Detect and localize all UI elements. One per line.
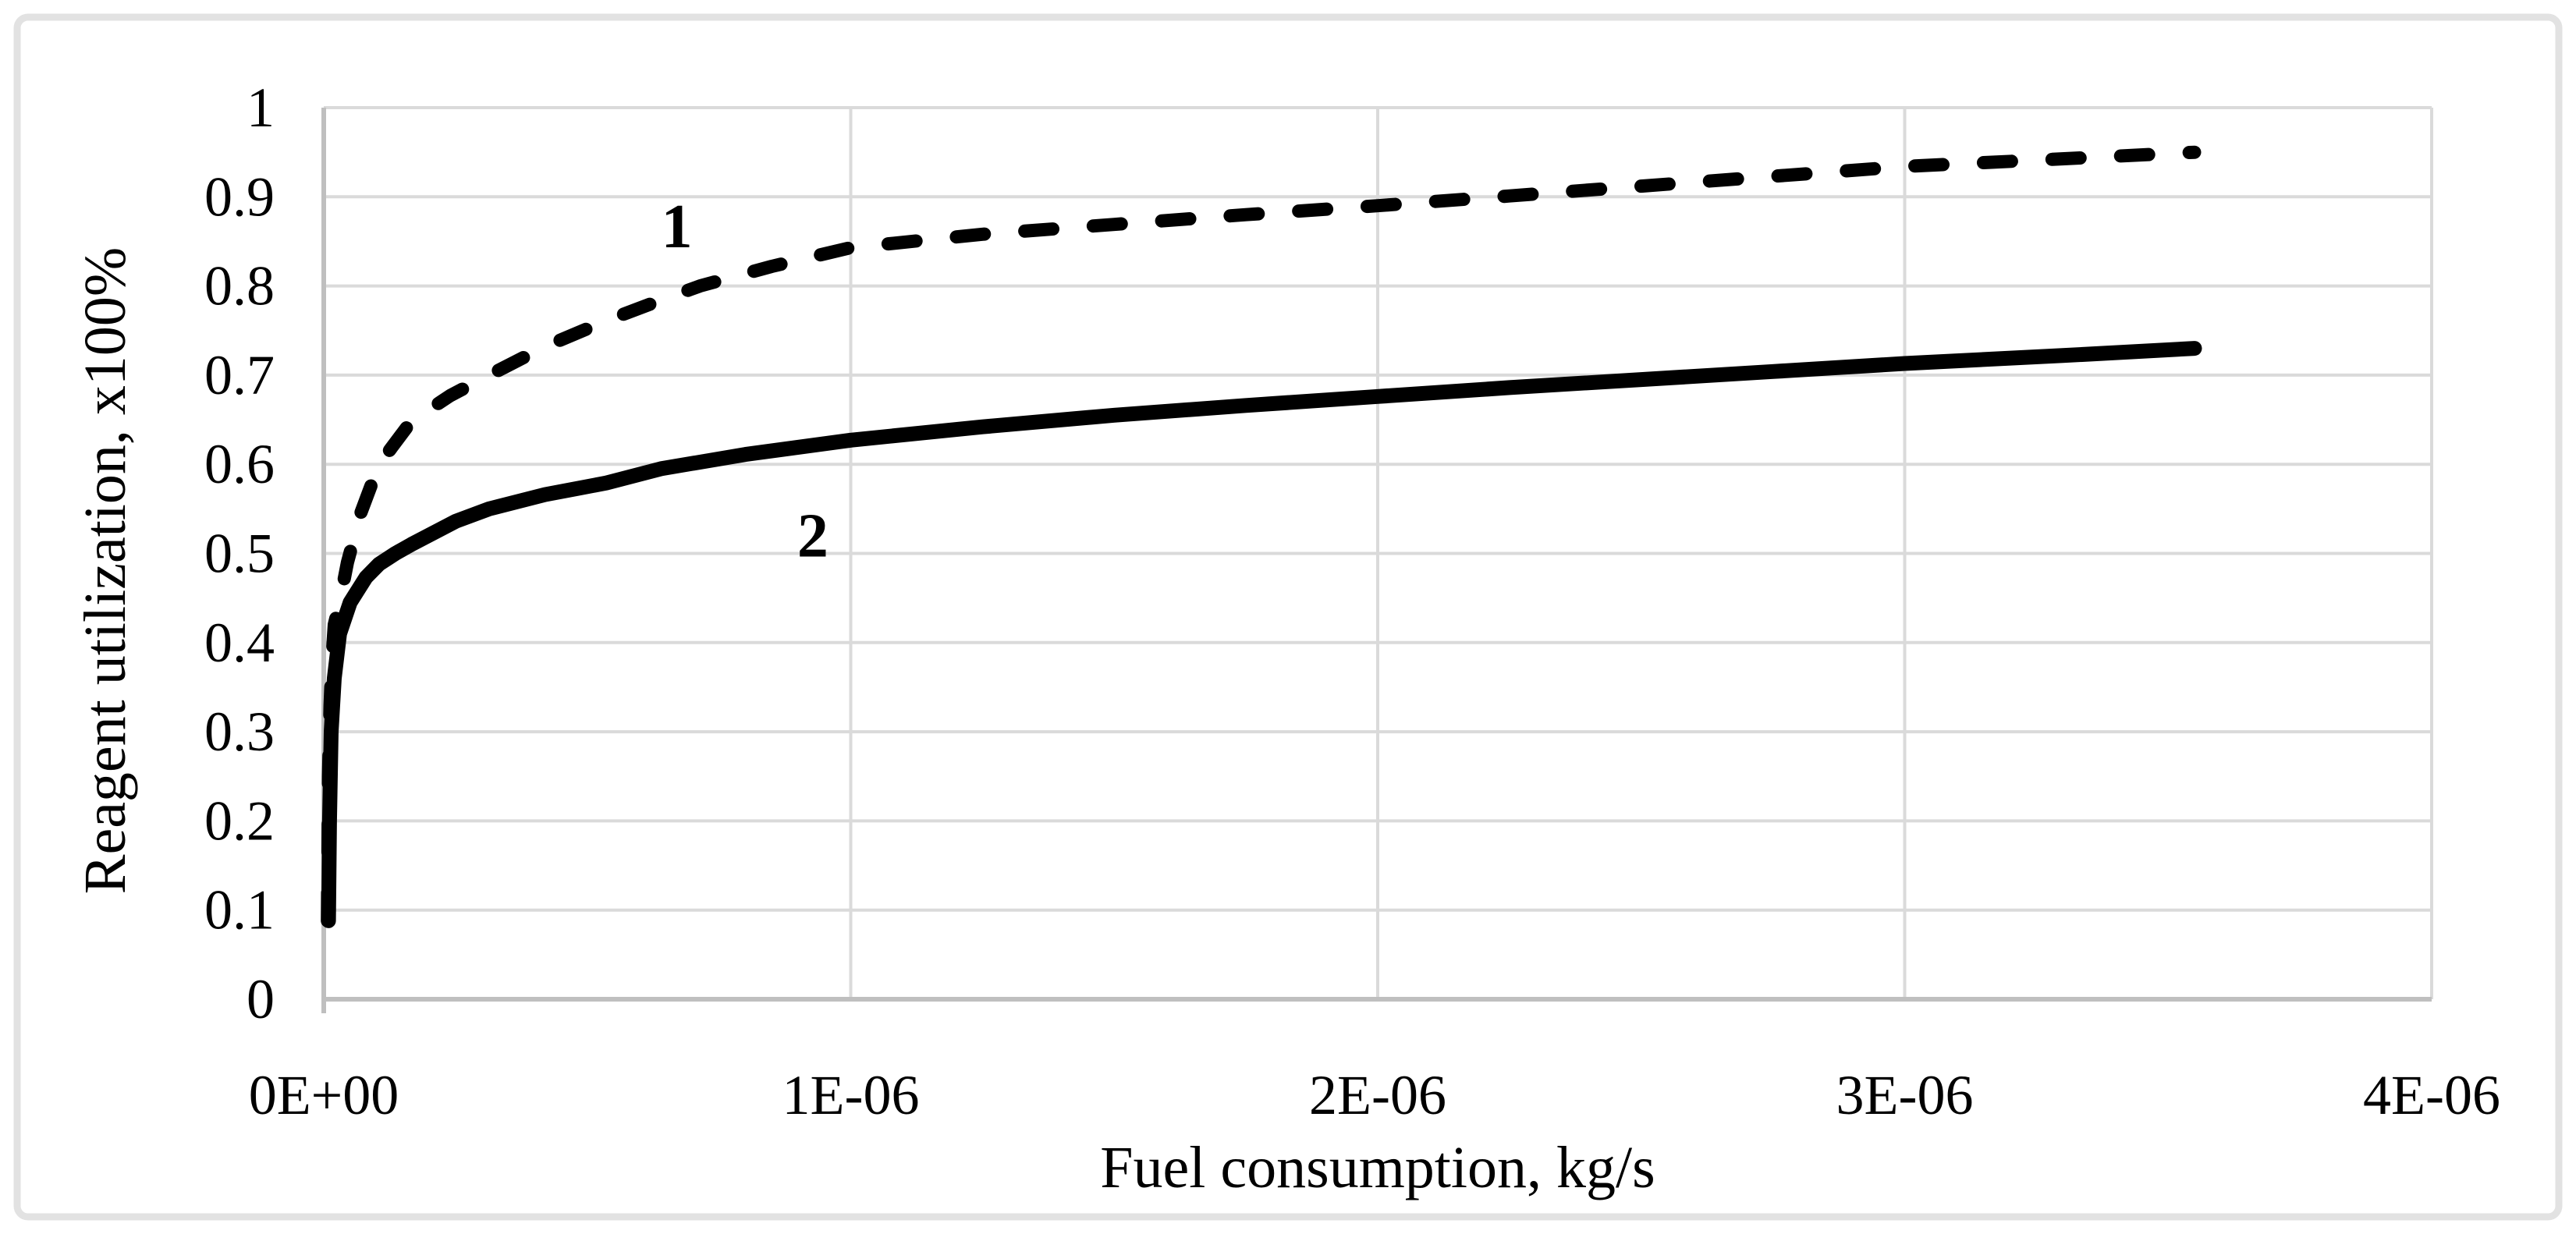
y-tick-label-0.8: 0.8 [204,255,275,317]
x-tick-label-1E-06: 1E-06 [782,1064,920,1126]
y-tick-label-0.2: 0.2 [204,789,275,852]
curve-1-label: 1 [662,193,693,261]
y-tick-label-0.7: 0.7 [204,344,275,406]
series-curves [321,145,2202,928]
y-tick-label-0.4: 0.4 [204,612,275,674]
x-tick-label-0E+00: 0E+00 [249,1064,399,1126]
y-tick-label-0.5: 0.5 [204,523,275,585]
y-axis-title: Reagent utilization, x100% [73,247,138,894]
x-axis-title: Fuel consumption, kg/s [1100,1135,1655,1200]
y-tick-label-0.3: 0.3 [204,700,275,763]
x-tick-label-2E-06: 2E-06 [1309,1064,1446,1126]
y-tick-label-0.6: 0.6 [204,433,275,495]
curve-2 [321,341,2202,928]
x-tick-label-3E-06: 3E-06 [1836,1064,1974,1126]
y-tick-label-0.9: 0.9 [204,165,275,228]
y-tick-label-1: 1 [247,76,275,139]
curve-2-label: 2 [797,502,829,570]
gridlines [324,106,2433,999]
y-tick-label-0: 0 [247,968,275,1030]
figure-border [13,13,2563,1221]
x-tick-label-4E-06: 4E-06 [2363,1064,2500,1126]
tick-labels: 0 0.1 0.2 0.3 0.4 0.5 0.6 0.7 0.8 0.9 1 0E+00 1E-06 2… [204,76,2500,1126]
y-tick-label-0.1: 0.1 [204,879,275,941]
curve-1 [321,145,2202,927]
